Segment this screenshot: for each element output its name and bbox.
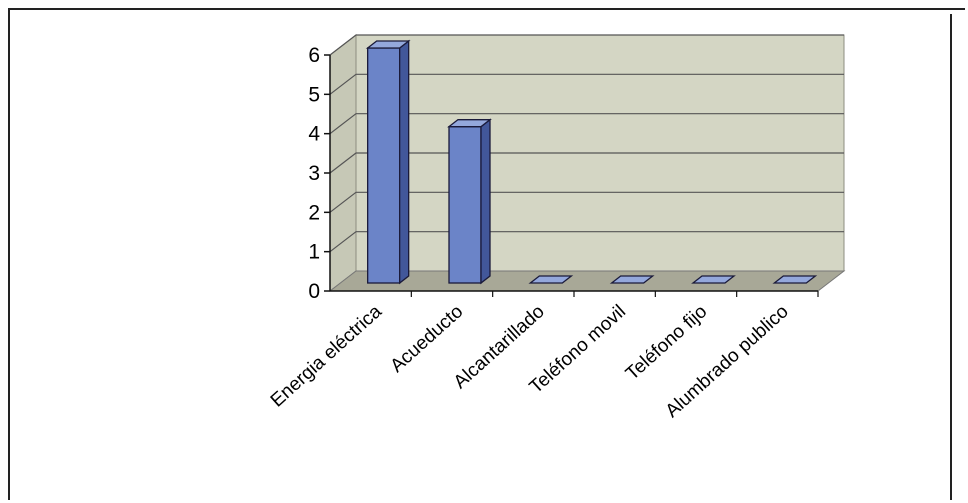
- x-category-label: Energia eléctrica: [267, 301, 387, 412]
- bar-top: [447, 119, 492, 128]
- bar-side: [399, 39, 410, 285]
- y-tick-label: 0: [308, 280, 320, 303]
- bar-top: [528, 275, 574, 284]
- y-tick-label: 3: [308, 162, 320, 185]
- bar-side: [480, 118, 491, 285]
- y-tick-label: 2: [308, 201, 320, 224]
- y-tick-label: 1: [308, 241, 320, 264]
- bar-front: [367, 47, 401, 284]
- bar-front: [448, 126, 482, 284]
- x-category-label: Acueducto: [387, 301, 468, 377]
- x-category-label: Teléfono fijo: [622, 301, 711, 384]
- bar-top: [772, 275, 818, 284]
- bar-top: [365, 40, 411, 49]
- gridline: [329, 34, 844, 56]
- y-tick-label: 5: [308, 83, 320, 106]
- y-tick-label: 4: [308, 123, 320, 146]
- gridline: [329, 113, 844, 135]
- gridline: [329, 191, 844, 213]
- bar-top: [609, 275, 655, 284]
- gridline: [329, 73, 844, 95]
- gridline: [329, 152, 844, 174]
- bar-top: [691, 275, 736, 284]
- y-tick-label: 6: [308, 44, 320, 67]
- gridline: [329, 231, 844, 253]
